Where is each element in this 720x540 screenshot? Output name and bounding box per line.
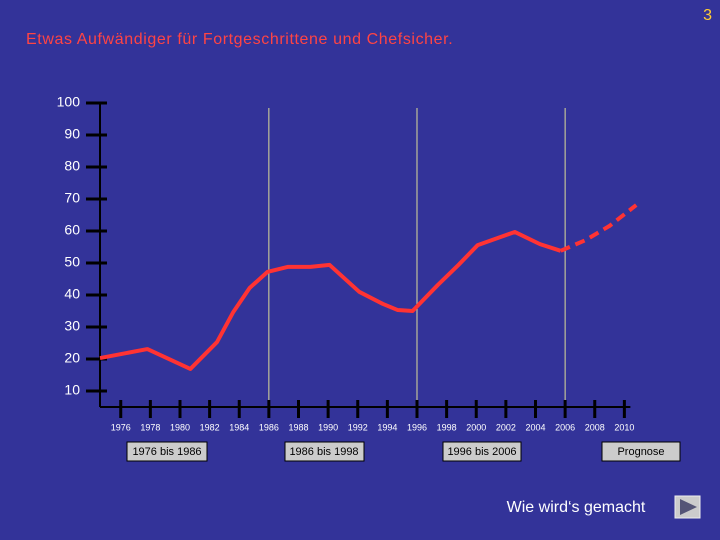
y-tick-label: 40 bbox=[64, 286, 80, 302]
button-label[interactable]: 1976 bis 1986 bbox=[132, 446, 201, 458]
button-box[interactable] bbox=[601, 441, 681, 462]
x-tick-label: 2006 bbox=[555, 422, 575, 432]
y-tick-label: 30 bbox=[64, 318, 80, 334]
y-tick-label: 50 bbox=[64, 254, 80, 270]
button-box[interactable] bbox=[284, 441, 365, 462]
y-tick-label: 10 bbox=[64, 382, 80, 398]
x-tick-label: 1994 bbox=[377, 422, 397, 432]
chart-title: Etwas Aufwändiger für Fortgeschrittene u… bbox=[26, 31, 453, 48]
button-box[interactable] bbox=[126, 441, 208, 462]
button[interactable]: 1986 bis 1998 bbox=[284, 441, 365, 462]
x-tick-label: 2008 bbox=[585, 422, 605, 432]
x-tick-label: 1998 bbox=[437, 422, 457, 432]
y-tick-label: 70 bbox=[64, 190, 80, 206]
x-tick-label: 1996 bbox=[407, 422, 427, 432]
data-line bbox=[99, 229, 562, 371]
play-icon[interactable] bbox=[680, 499, 697, 515]
button[interactable]: Prognose bbox=[601, 441, 681, 462]
y-tick-label: 80 bbox=[64, 158, 80, 174]
slide-number: 3 bbox=[703, 7, 712, 24]
play-button[interactable] bbox=[674, 495, 701, 519]
x-tick-label: 1992 bbox=[348, 422, 368, 432]
button-label[interactable]: 1996 bis 2006 bbox=[447, 446, 516, 458]
button[interactable]: 1976 bis 1986 bbox=[126, 441, 208, 462]
button[interactable]: 1996 bis 2006 bbox=[442, 441, 522, 462]
x-tick-label: 1990 bbox=[318, 422, 338, 432]
x-tick-label: 1978 bbox=[140, 422, 160, 432]
x-tick-label: 1982 bbox=[200, 422, 220, 432]
button-box[interactable] bbox=[442, 441, 522, 462]
x-tick-label: 1976 bbox=[111, 422, 131, 432]
link[interactable]: Wie wird‘s gemacht bbox=[507, 499, 646, 516]
y-tick-label: 20 bbox=[64, 350, 80, 366]
x-tick-label: 2004 bbox=[525, 422, 545, 432]
y-tick-label: 60 bbox=[64, 222, 80, 238]
data-line bbox=[559, 203, 638, 253]
y-tick-label: 100 bbox=[57, 94, 81, 110]
y-tick-label: 90 bbox=[64, 126, 80, 142]
x-tick-label: 1986 bbox=[259, 422, 279, 432]
button-label[interactable]: 1986 bis 1998 bbox=[289, 446, 358, 458]
x-tick-label: 2002 bbox=[496, 422, 516, 432]
x-tick-label: 1984 bbox=[229, 422, 249, 432]
button-label[interactable]: Prognose bbox=[617, 446, 664, 458]
x-tick-label: 1988 bbox=[288, 422, 308, 432]
x-tick-label: 1980 bbox=[170, 422, 190, 432]
x-tick-label: 2010 bbox=[614, 422, 634, 432]
x-tick-label: 2000 bbox=[466, 422, 486, 432]
